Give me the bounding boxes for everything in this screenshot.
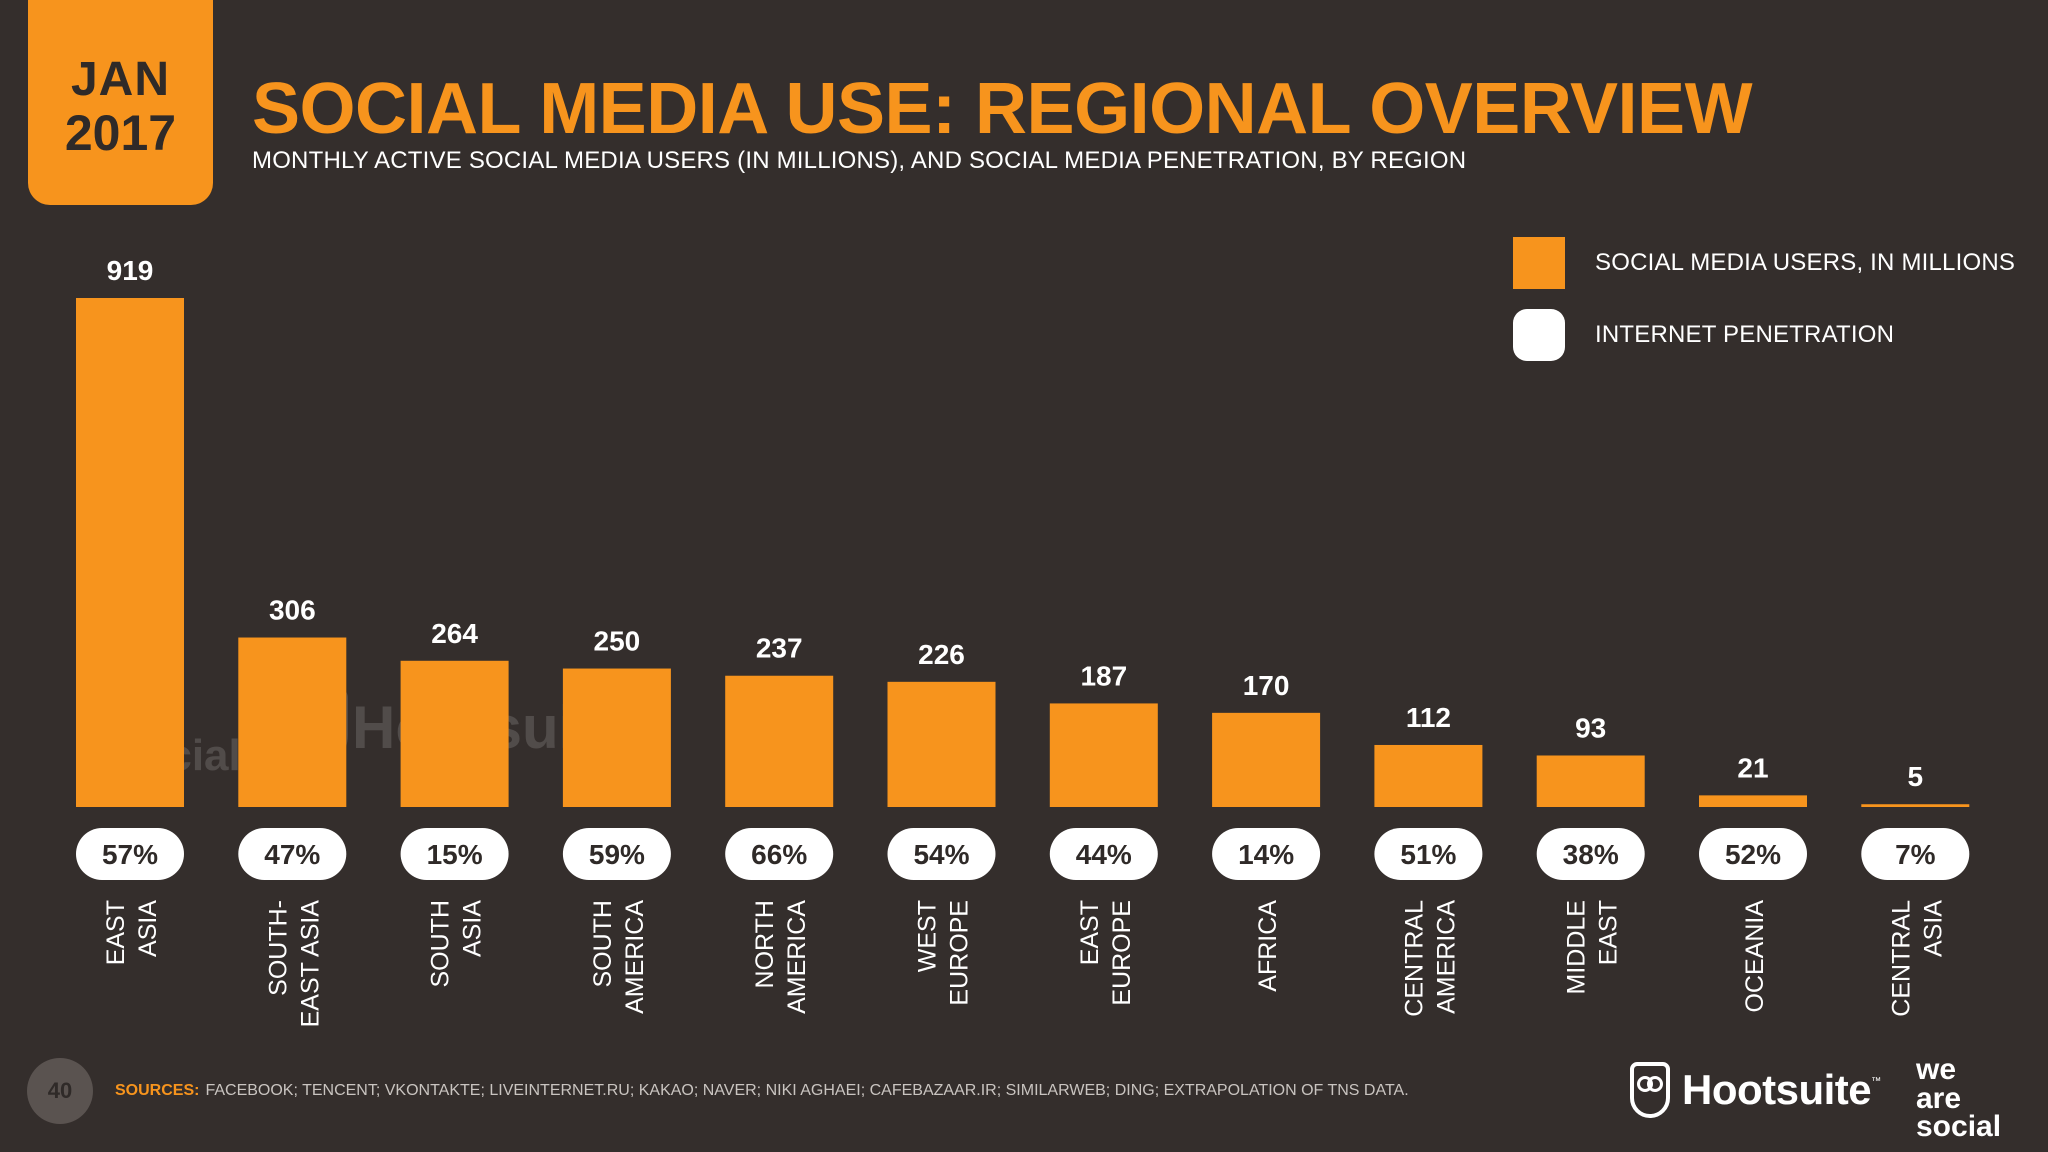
bar-value-label: 250 (594, 626, 641, 657)
category-label: CENTRAL (1887, 900, 1915, 1017)
penetration-pill (1536, 828, 1645, 880)
category-label: ASIA (134, 900, 162, 957)
legend-swatch-penetration (1513, 309, 1565, 361)
penetration-label: 54% (913, 839, 969, 870)
date-badge: JAN 2017 (28, 0, 213, 205)
category-label: SOUTH (427, 900, 455, 988)
penetration-label: 47% (264, 839, 320, 870)
bar (238, 637, 347, 807)
bar (725, 675, 834, 807)
penetration-pill (1374, 828, 1483, 880)
bar (1699, 795, 1807, 807)
hootsuite-wordmark: Hootsuite (1682, 1066, 1872, 1113)
legend-item-penetration: INTERNET PENETRATION (1513, 309, 2015, 361)
category-label: EAST (1595, 900, 1623, 965)
date-year: 2017 (64, 104, 177, 161)
bar (562, 668, 671, 807)
penetration-label: 59% (589, 839, 645, 870)
bar (1049, 703, 1158, 807)
page-subtitle: MONTHLY ACTIVE SOCIAL MEDIA USERS (IN MI… (252, 147, 1467, 174)
category-label: NORTH (751, 900, 779, 988)
bar-value-label: 170 (1243, 670, 1290, 701)
penetration-pill (400, 828, 509, 880)
category-label: AMERICA (783, 900, 811, 1014)
bar-value-label: 187 (1080, 660, 1127, 691)
category-label: SOUTH- (264, 900, 292, 996)
category-label: EUROPE (946, 900, 974, 1006)
category-label: OCEANIA (1741, 900, 1769, 1013)
category-label: WEST (914, 900, 942, 972)
bar (1536, 755, 1645, 807)
category-label: ASIA (459, 900, 487, 957)
sources-line: SOURCES: FACEBOOK; TENCENT; VKONTAKTE; LI… (115, 1082, 1409, 1100)
penetration-label: 38% (1563, 839, 1619, 870)
penetration-pill (562, 828, 671, 880)
owl-icon (1630, 1062, 1670, 1118)
penetration-label: 51% (1400, 839, 1456, 870)
category-label: SOUTH (589, 900, 617, 988)
category-label: EAST (102, 900, 130, 965)
penetration-pill (1049, 828, 1158, 880)
we-are-social-logo: we are social (1916, 1053, 2002, 1143)
chart-legend: SOCIAL MEDIA USERS, IN MILLIONS INTERNET… (1513, 237, 2015, 381)
bar-value-label: 237 (756, 633, 803, 664)
bar-value-label: 93 (1575, 712, 1606, 743)
penetration-label: 15% (427, 839, 483, 870)
bar-value-label: 306 (269, 595, 316, 626)
category-label: AMERICA (1432, 900, 1460, 1014)
penetration-pill (76, 828, 184, 880)
penetration-label: 66% (751, 839, 807, 870)
penetration-pill (725, 828, 834, 880)
sources-label: SOURCES: (115, 1082, 200, 1099)
bar (887, 681, 996, 807)
bar (1212, 712, 1321, 807)
penetration-label: 52% (1725, 839, 1781, 870)
page-title: SOCIAL MEDIA USE: REGIONAL OVERVIEW (252, 69, 1753, 149)
category-label: AMERICA (621, 900, 649, 1014)
bar (76, 298, 184, 807)
penetration-label: 7% (1895, 839, 1936, 870)
trademark-mark: ™ (1871, 1076, 1882, 1087)
category-label: MIDDLE (1563, 900, 1591, 994)
legend-label-users: SOCIAL MEDIA USERS, IN MILLIONS (1595, 249, 2016, 276)
bar-value-label: 112 (1406, 702, 1451, 733)
category-label: EAST ASIA (296, 900, 324, 1028)
bar (1861, 804, 1970, 807)
penetration-pill (1861, 828, 1970, 880)
penetration-label: 14% (1238, 839, 1294, 870)
category-label: CENTRAL (1400, 900, 1428, 1017)
penetration-pill (238, 828, 347, 880)
bar-value-label: 919 (107, 255, 154, 286)
date-month: JAN (70, 52, 171, 106)
bar-value-label: 21 (1737, 752, 1768, 783)
bar (400, 660, 509, 807)
legend-item-users: SOCIAL MEDIA USERS, IN MILLIONS (1513, 237, 2015, 289)
legend-label-penetration: INTERNET PENETRATION (1595, 321, 1895, 348)
category-label: AFRICA (1254, 900, 1282, 992)
category-label: EUROPE (1108, 900, 1136, 1006)
sources-text: FACEBOOK; TENCENT; VKONTAKTE; LIVEINTERN… (205, 1082, 1409, 1099)
bar (1374, 744, 1483, 807)
penetration-pill (1212, 828, 1321, 880)
penetration-label: 44% (1076, 839, 1132, 870)
bar-value-label: 5 (1908, 761, 1924, 792)
bar-value-label: 226 (918, 639, 965, 670)
bar-value-label: 264 (431, 618, 478, 649)
penetration-pill (887, 828, 996, 880)
page-number: 40 (27, 1058, 93, 1124)
penetration-label: 57% (102, 839, 158, 870)
hootsuite-logo: Hootsuite ™ (1630, 1062, 1881, 1118)
legend-swatch-users (1513, 237, 1565, 289)
penetration-pill (1699, 828, 1807, 880)
category-label: EAST (1076, 900, 1104, 965)
category-label: ASIA (1919, 900, 1947, 957)
